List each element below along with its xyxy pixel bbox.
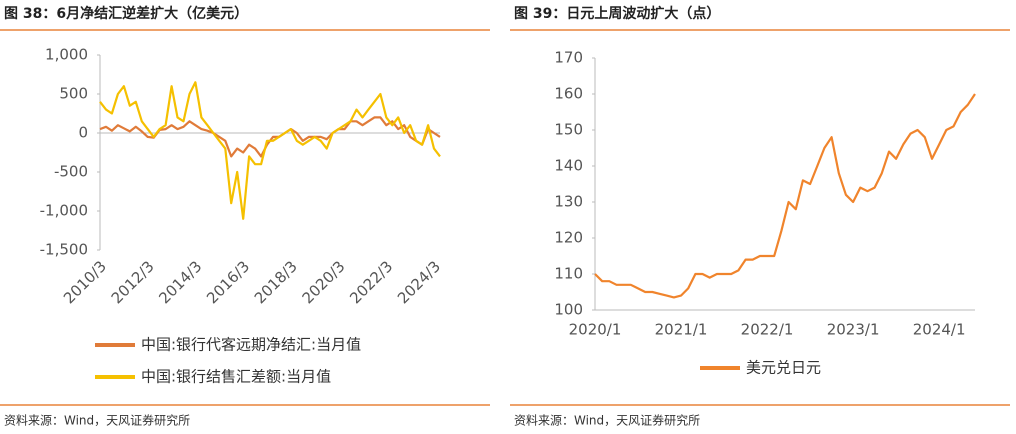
y-tick-label: 1,000: [45, 46, 88, 64]
x-tick-label: 2010/3: [60, 257, 110, 307]
x-tick-label: 2018/3: [251, 257, 301, 307]
y-tick-label: 100: [554, 301, 583, 319]
y-tick-label: 130: [554, 193, 583, 211]
x-tick-label: 2020/3: [299, 257, 349, 307]
y-tick-label: -1,500: [40, 241, 88, 259]
y-tick-label: 500: [59, 85, 88, 103]
x-tick-label: 2024/1: [913, 321, 966, 339]
y-tick-label: -500: [54, 163, 88, 181]
legend-label: 中国:银行结售汇差额:当月值: [141, 368, 331, 386]
x-tick-label: 2020/1: [569, 321, 622, 339]
y-tick-label: 140: [554, 157, 583, 175]
y-tick-label: 160: [554, 85, 583, 103]
y-tick-label: 150: [554, 121, 583, 139]
x-tick-label: 2022/1: [741, 321, 794, 339]
x-tick-label: 2021/1: [655, 321, 708, 339]
figure-title: 图 39：日元上周波动扩大（点）: [514, 5, 720, 22]
x-tick-label: 2023/1: [827, 321, 880, 339]
x-tick-label: 2014/3: [155, 257, 205, 307]
y-tick-label: 0: [78, 124, 88, 142]
source-note: 资料来源：Wind，天风证券研究所: [514, 413, 700, 428]
y-tick-label: 170: [554, 49, 583, 67]
legend-label: 美元兑日元: [746, 359, 821, 377]
x-tick-label: 2022/3: [346, 257, 396, 307]
y-tick-label: 120: [554, 229, 583, 247]
source-note: 资料来源：Wind，天风证券研究所: [4, 413, 190, 428]
x-tick-label: 2016/3: [203, 257, 253, 307]
series-line: [99, 116, 441, 158]
series-line: [99, 81, 441, 220]
y-tick-label: 110: [554, 265, 583, 283]
legend-label: 中国:银行代客远期净结汇:当月值: [141, 336, 361, 354]
series-line: [594, 93, 976, 299]
x-tick-label: 2024/3: [394, 257, 444, 307]
x-tick-label: 2012/3: [108, 257, 158, 307]
figure-title: 图 38：6月净结汇逆差扩大（亿美元）: [4, 5, 248, 22]
y-tick-label: -1,000: [40, 202, 88, 220]
